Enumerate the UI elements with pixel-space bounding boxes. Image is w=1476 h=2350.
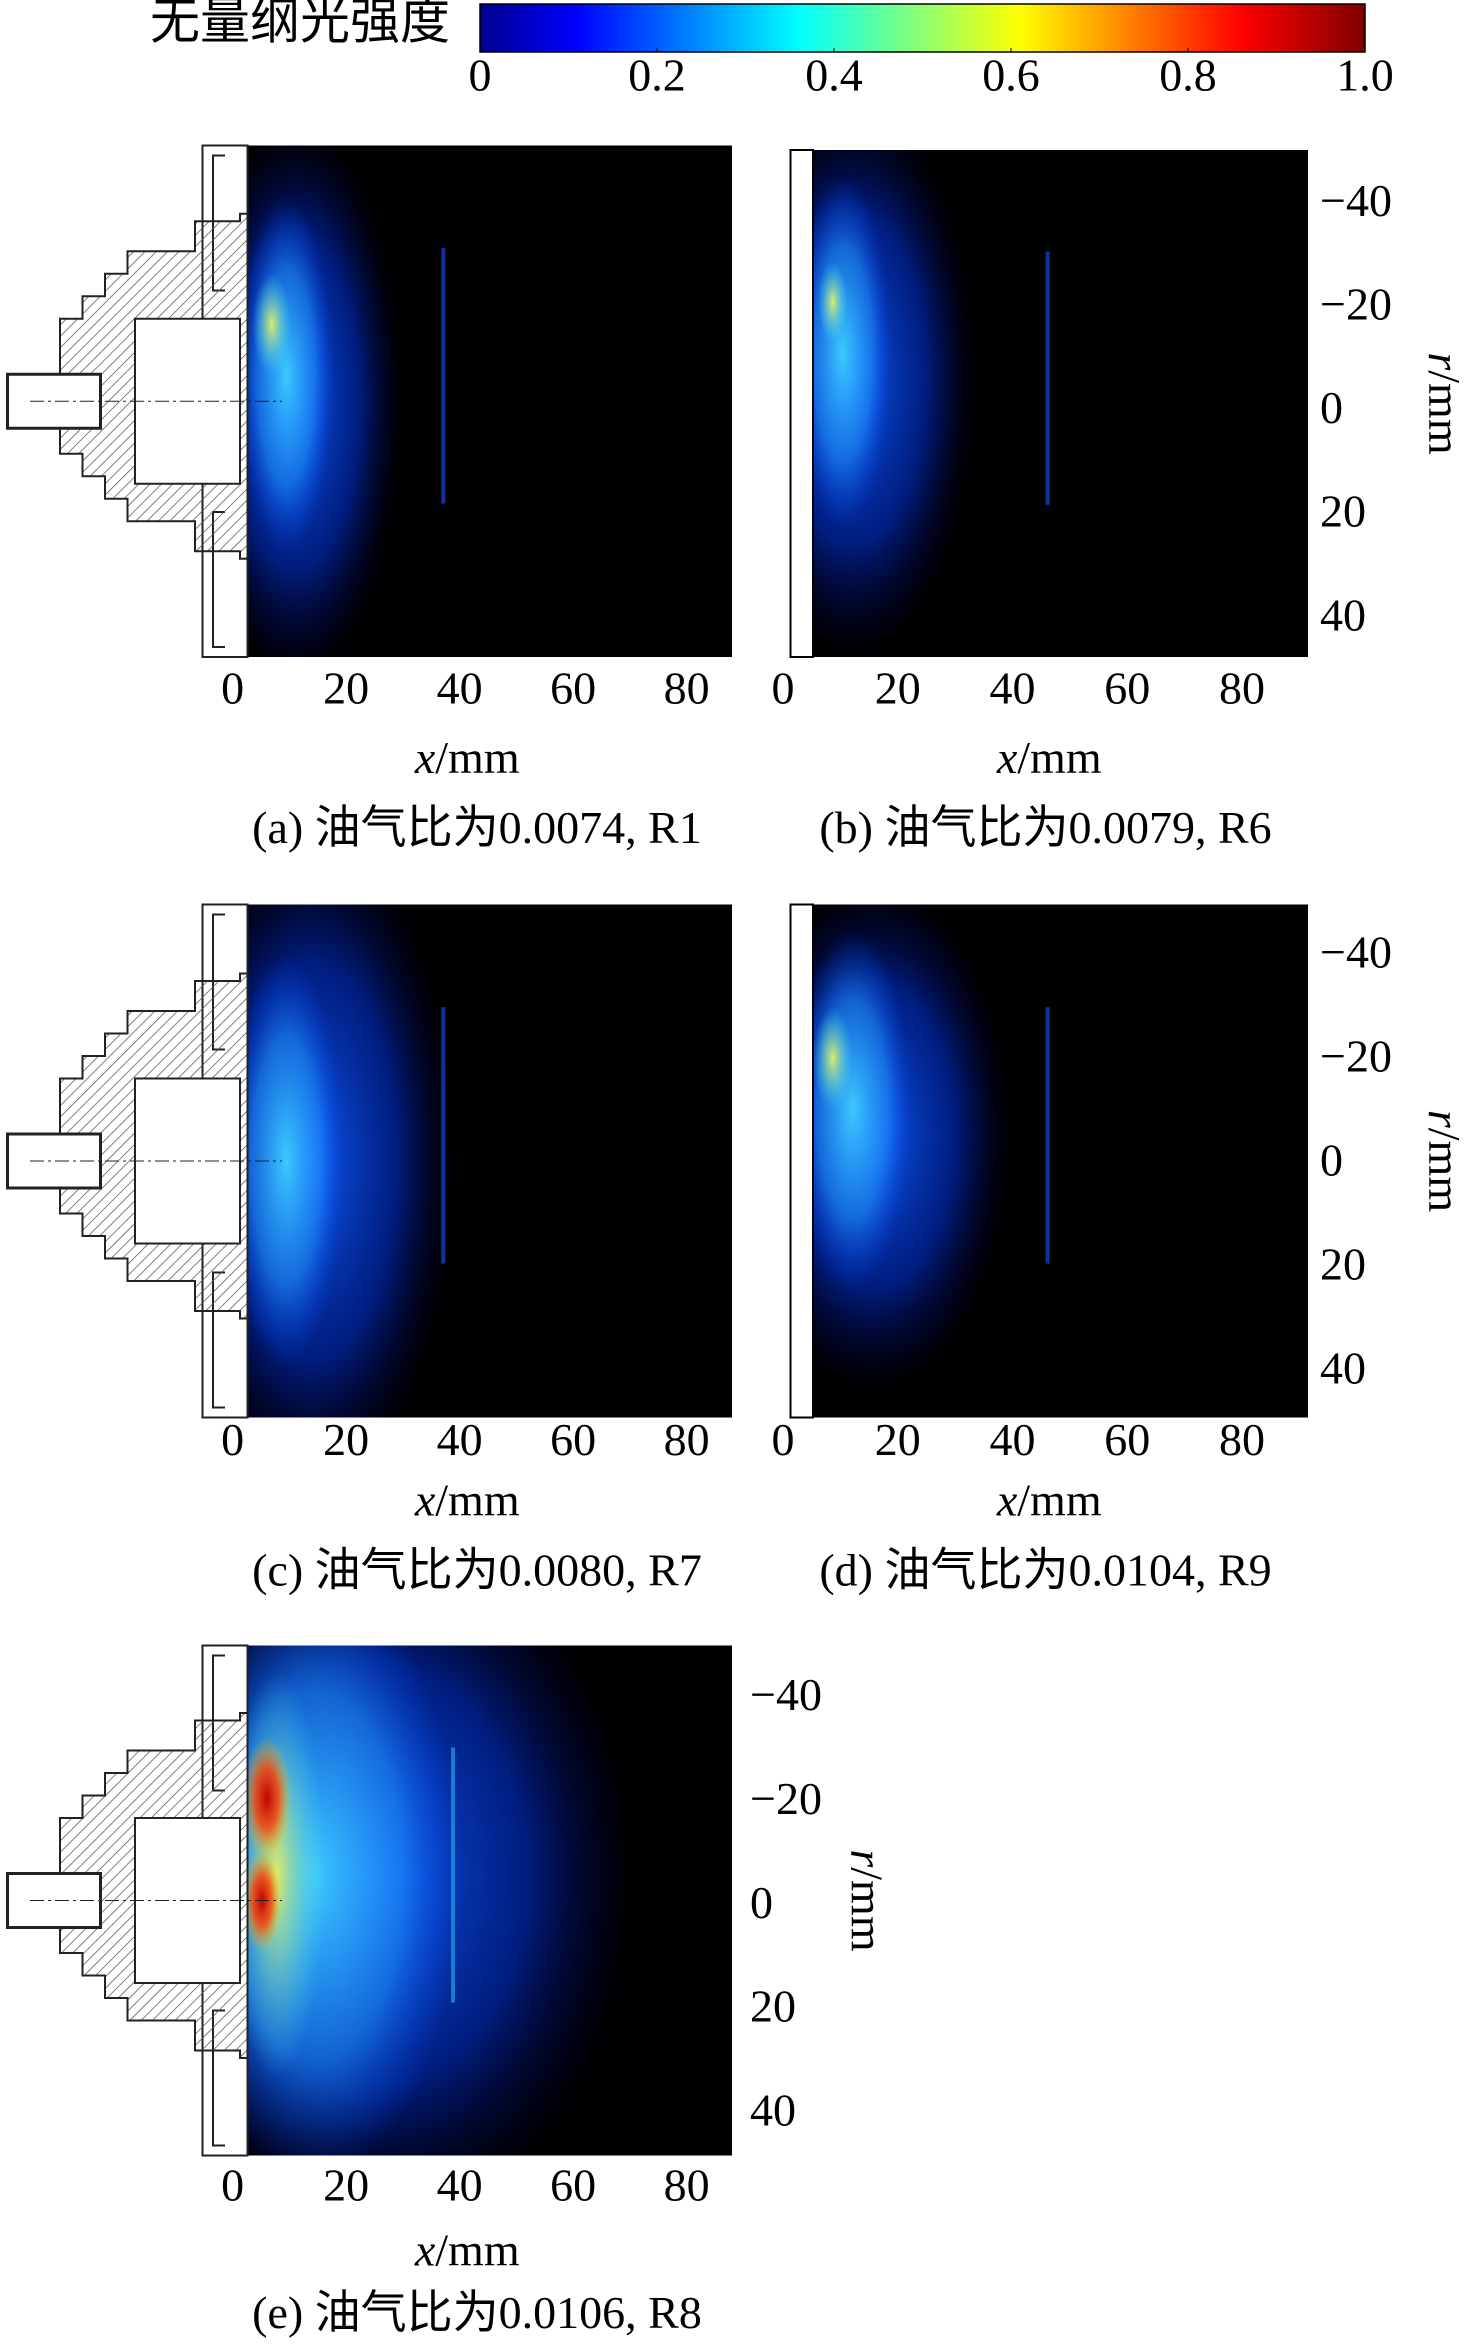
colorbar-tick-label: 0.6 xyxy=(982,50,1040,101)
x-tick-label: 40 xyxy=(437,2160,483,2211)
intensity-region xyxy=(252,273,292,376)
r-tick-label: −20 xyxy=(1320,279,1392,330)
x-tick-label: 60 xyxy=(1104,663,1150,714)
x-tick-label: 60 xyxy=(550,2160,596,2211)
engine-drawing xyxy=(6,903,282,1419)
colorbar xyxy=(479,3,1366,53)
panel-caption: (c) 油气比为0.0080, R7 xyxy=(252,1545,702,1596)
r-tick-label: 40 xyxy=(750,2085,796,2136)
r-tick-label: 20 xyxy=(1320,1238,1366,1289)
r-tick-label: 0 xyxy=(750,1877,773,1928)
x-tick-label: 0 xyxy=(221,663,244,714)
x-axis-label: x/mm xyxy=(996,732,1102,783)
x-axis-label: x/mm xyxy=(996,1474,1102,1525)
intensity-streak xyxy=(441,247,446,504)
engine-drawing xyxy=(6,144,282,658)
r-axis-symbol: r xyxy=(1419,352,1470,371)
r-tick-label: −40 xyxy=(750,1669,822,1720)
heatmap xyxy=(247,1645,636,2156)
x-tick-label: 20 xyxy=(323,663,369,714)
intensity-streak xyxy=(450,1747,455,2003)
wall xyxy=(789,149,814,658)
panel-caption: (e) 油气比为0.0106, R8 xyxy=(252,2287,702,2338)
colorbar-tick-label: 0.4 xyxy=(805,50,863,101)
intensity-streak xyxy=(441,1007,446,1264)
x-tick-label: 80 xyxy=(664,663,710,714)
x-tick-label: 0 xyxy=(772,663,795,714)
wall xyxy=(789,903,814,1419)
x-tick-label: 40 xyxy=(990,663,1036,714)
x-axis-unit: /mm xyxy=(1017,732,1102,783)
x-tick-label: 80 xyxy=(1219,663,1265,714)
r-axis-symbol: r xyxy=(842,1849,893,1868)
x-tick-label: 40 xyxy=(437,663,483,714)
x-axis-unit: /mm xyxy=(1017,1474,1102,1525)
x-tick-label: 60 xyxy=(550,663,596,714)
x-axis-label: x/mm xyxy=(414,2224,520,2275)
x-axis-symbol: x xyxy=(414,732,436,783)
x-tick-label: 40 xyxy=(990,1414,1036,1465)
x-tick-label: 0 xyxy=(772,1414,795,1465)
r-axis-unit: /mm xyxy=(1419,370,1470,455)
intensity-streak xyxy=(1045,1007,1050,1264)
x-axis-unit: /mm xyxy=(435,1474,520,1525)
intensity-region xyxy=(813,1007,853,1110)
r-axis-symbol: r xyxy=(1419,1110,1470,1129)
r-axis-label: r/mm xyxy=(842,1849,893,1951)
x-axis-unit: /mm xyxy=(435,732,520,783)
intensity-region xyxy=(247,196,335,555)
r-axis-unit: /mm xyxy=(842,1867,893,1952)
r-tick-label: 0 xyxy=(1320,1134,1343,1185)
r-axis-unit: /mm xyxy=(1419,1128,1470,1213)
x-tick-label: 0 xyxy=(221,1414,244,1465)
x-tick-label: 80 xyxy=(1219,1414,1265,1465)
intensity-streak xyxy=(1045,251,1050,505)
x-tick-label: 60 xyxy=(1104,1414,1150,1465)
r-axis-label: r/mm xyxy=(1419,1110,1470,1212)
x-tick-label: 60 xyxy=(550,1414,596,1465)
r-tick-label: 20 xyxy=(1320,486,1366,537)
x-tick-label: 20 xyxy=(875,663,921,714)
panel-caption: (d) 油气比为0.0104, R9 xyxy=(819,1545,1271,1596)
panel-caption: (a) 油气比为0.0074, R1 xyxy=(252,802,702,853)
x-tick-label: 20 xyxy=(323,1414,369,1465)
x-axis-symbol: x xyxy=(414,2224,436,2275)
x-axis-label: x/mm xyxy=(414,1474,520,1525)
r-tick-label: −20 xyxy=(750,1773,822,1824)
r-axis-label: r/mm xyxy=(1419,352,1470,454)
heatmap xyxy=(813,904,1050,1392)
x-tick-label: 0 xyxy=(221,2160,244,2211)
colorbar-title: 无量纲光强度 xyxy=(150,0,450,49)
r-tick-label: 0 xyxy=(1320,382,1343,433)
r-tick-label: 40 xyxy=(1320,1342,1366,1393)
intensity-region xyxy=(817,261,848,343)
colorbar-tick-label: 0.8 xyxy=(1159,50,1217,101)
heatmap xyxy=(813,150,1050,657)
x-tick-label: 20 xyxy=(323,2160,369,2211)
x-axis-label: x/mm xyxy=(414,732,520,783)
x-tick-label: 80 xyxy=(664,1414,710,1465)
r-tick-label: 20 xyxy=(750,1981,796,2032)
heatmap xyxy=(247,904,456,1418)
r-tick-label: −20 xyxy=(1320,1031,1392,1082)
x-axis-unit: /mm xyxy=(435,2224,520,2275)
panel-caption: (b) 油气比为0.0079, R6 xyxy=(819,802,1271,853)
r-tick-label: −40 xyxy=(1320,175,1392,226)
colorbar-tick-label: 1.0 xyxy=(1336,50,1394,101)
x-axis-symbol: x xyxy=(996,1474,1018,1525)
x-tick-label: 20 xyxy=(875,1414,921,1465)
colorbar-tick-label: 0 xyxy=(469,50,492,101)
r-tick-label: −40 xyxy=(1320,927,1392,978)
engine-drawing xyxy=(6,1644,282,2157)
intensity-region xyxy=(247,1737,292,1860)
x-tick-label: 40 xyxy=(437,1414,483,1465)
intensity-region xyxy=(247,955,345,1367)
colorbar-tick-label: 0.2 xyxy=(628,50,686,101)
x-axis-symbol: x xyxy=(414,1474,436,1525)
x-axis-symbol: x xyxy=(996,732,1018,783)
heatmap xyxy=(247,145,446,657)
x-tick-label: 80 xyxy=(664,2160,710,2211)
r-tick-label: 40 xyxy=(1320,589,1366,640)
